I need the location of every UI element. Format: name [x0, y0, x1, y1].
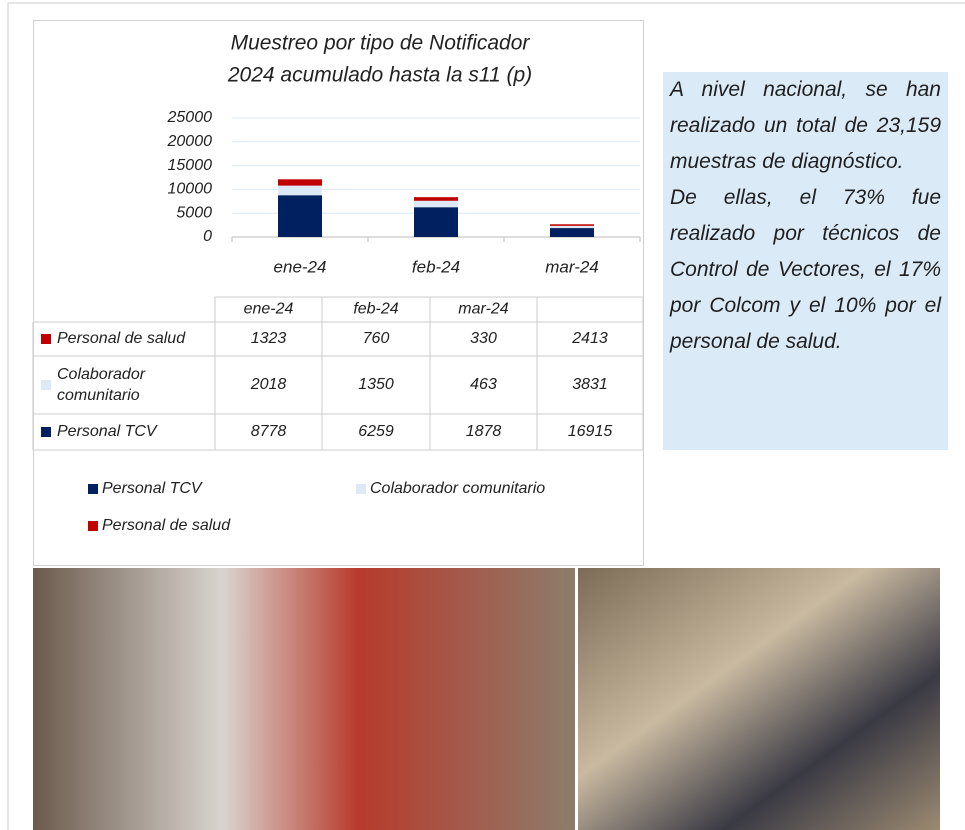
- bar-segment: [278, 195, 322, 237]
- table-cell: 6259: [358, 423, 394, 440]
- bar-segment: [414, 197, 458, 201]
- table-cell: 1350: [358, 376, 394, 393]
- table-header: ene-24: [244, 301, 294, 318]
- y-tick-label: 25000: [167, 109, 213, 126]
- x-tick-label: mar-24: [545, 257, 599, 276]
- y-tick-label: 0: [203, 228, 212, 245]
- table-legend-key: [41, 380, 51, 390]
- table-header: mar-24: [458, 301, 508, 318]
- x-tick-label: feb-24: [412, 257, 460, 276]
- table-cell: 8778: [251, 423, 287, 440]
- table-cell: 1323: [251, 330, 287, 347]
- legend-key: [356, 484, 366, 494]
- legend-label: Personal de salud: [102, 517, 231, 534]
- table-cell: 2018: [250, 376, 287, 393]
- legend-key: [88, 521, 98, 531]
- note-paragraph: A nivel nacional, se han realizado un to…: [670, 78, 941, 173]
- photo: [33, 568, 575, 830]
- table-legend-key: [41, 334, 51, 344]
- table-row-label: Personal TCV: [57, 423, 158, 440]
- chart-frame: [33, 20, 644, 566]
- legend-label: Colaborador comunitario: [370, 480, 545, 497]
- y-tick-label: 15000: [168, 157, 213, 174]
- table-total: 16915: [568, 423, 613, 440]
- legend-key: [88, 484, 98, 494]
- table-total: 2413: [571, 330, 608, 347]
- y-tick-label: 10000: [168, 181, 213, 198]
- y-tick-label: 5000: [176, 204, 212, 221]
- chart-title: Muestreo por tipo de Notificador: [231, 32, 531, 55]
- bar-segment: [550, 224, 594, 226]
- bar-segment: [414, 207, 458, 237]
- bar-segment: [550, 228, 594, 237]
- chart-title: 2024 acumulado hasta la s11 (p): [227, 64, 532, 87]
- x-tick-label: ene-24: [274, 257, 327, 276]
- table-total: 3831: [572, 376, 608, 393]
- bar-segment: [278, 185, 322, 196]
- photo: [578, 568, 940, 830]
- y-tick-label: 20000: [167, 133, 213, 150]
- table-legend-key: [41, 427, 51, 437]
- table-header: feb-24: [353, 301, 398, 318]
- bar-segment: [550, 225, 594, 229]
- note-paragraph: De ellas, el 73% fue realizado por técni…: [670, 186, 941, 353]
- table-cell: 330: [470, 330, 497, 347]
- table-cell: 1878: [466, 423, 502, 440]
- table-cell: 760: [363, 330, 390, 347]
- table-row-label: Personal de salud: [57, 330, 186, 347]
- note-box: A nivel nacional, se han realizado un to…: [663, 72, 948, 450]
- table-row-label: Colaborador comunitario: [57, 366, 146, 404]
- bar-segment: [278, 179, 322, 186]
- table-cell: 463: [470, 376, 497, 393]
- bar-segment: [414, 200, 458, 208]
- legend-label: Personal TCV: [102, 480, 203, 497]
